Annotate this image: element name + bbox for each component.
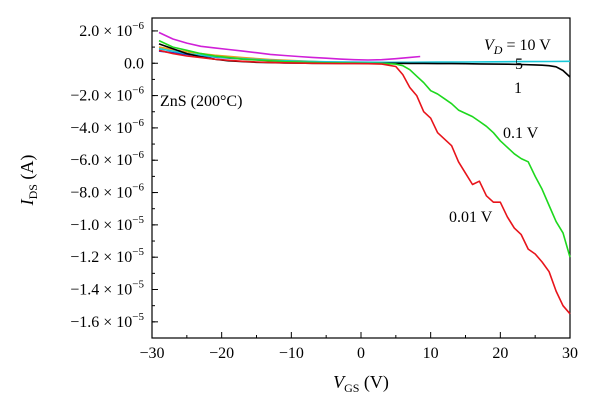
x-tick-label-4: 10 — [423, 345, 439, 362]
series-label-5: 5 — [515, 56, 523, 73]
series-label-0-1v: 0.1 V — [503, 125, 539, 142]
vd-label: VD = 10 V — [484, 37, 551, 57]
x-tick-label-3: 0 — [357, 345, 365, 362]
y-tick-label-6: −1.0 × 10−5 — [70, 214, 144, 234]
vd-label-rest: = 10 V — [502, 37, 551, 54]
series-line-1 — [158, 39, 571, 258]
vd-label-sub: D — [493, 43, 503, 57]
y-tick-label-7: −1.2 × 10−5 — [70, 246, 144, 266]
y-tick-label-1: 0.0 — [124, 55, 144, 72]
series-layer — [158, 31, 571, 315]
y-tick-label-9: −1.6 × 10−5 — [70, 311, 144, 331]
x-tick-label-6: 30 — [562, 345, 578, 362]
y-axis-label-unit: (A) — [17, 155, 38, 185]
x-tick-label-2: −10 — [279, 345, 304, 362]
vd-label-main: V — [484, 37, 496, 54]
y-tick-label-8: −1.4 × 10−5 — [70, 279, 144, 299]
series-label-0-01v: 0.01 V — [449, 209, 493, 226]
y-tick-label-2: −2.0 × 10−6 — [70, 85, 144, 105]
x-tick-label-0: −30 — [139, 345, 164, 362]
y-tick-label-4: −6.0 × 10−6 — [70, 149, 144, 169]
x-axis-label: VGS (V) — [333, 372, 389, 395]
plot-frame — [151, 17, 571, 339]
x-tick-label-5: 20 — [492, 345, 508, 362]
sample-label: ZnS (200°C) — [160, 93, 242, 110]
y-tick-label-3: −4.0 × 10−6 — [70, 117, 144, 137]
series-line-4 — [158, 31, 421, 61]
x-axis-label-sub: GS — [344, 381, 359, 395]
y-axis-label: IDS (A) — [17, 155, 40, 207]
ticks-layer: −30 −20 −10 0 10 20 30 2.0 × 10−6 0.0 −2.0 × 10−6… — [70, 20, 578, 362]
series-label-1: 1 — [514, 80, 522, 97]
x-tick-label-1: −20 — [209, 345, 234, 362]
y-axis-label-sub: DS — [26, 184, 40, 199]
y-axis-label-main: I — [17, 198, 37, 206]
y-tick-label-0: 2.0 × 10−6 — [79, 20, 144, 40]
y-tick-label-5: −8.0 × 10−6 — [70, 182, 144, 202]
x-axis-label-unit: (V) — [359, 372, 389, 393]
x-axis-label-main: V — [333, 372, 346, 392]
series-line-0 — [158, 49, 571, 315]
